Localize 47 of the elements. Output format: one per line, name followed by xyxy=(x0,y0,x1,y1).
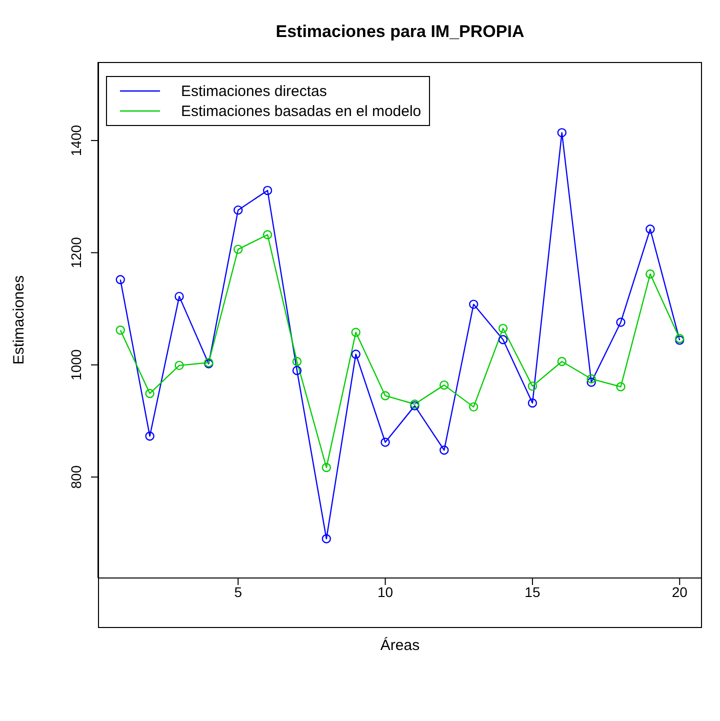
point xyxy=(116,325,125,335)
x-tick-label: 20 xyxy=(672,584,688,600)
point xyxy=(351,328,360,337)
point xyxy=(234,244,243,254)
point xyxy=(528,382,538,391)
x-tick-label: 10 xyxy=(377,584,394,600)
point xyxy=(380,438,390,447)
y-tick-label: 800 xyxy=(68,465,84,489)
point xyxy=(646,269,655,279)
point xyxy=(322,462,332,472)
y-tick-label: 1400 xyxy=(68,124,84,156)
point xyxy=(646,224,655,234)
point xyxy=(468,402,478,412)
legend-label: Estimaciones basadas en el modelo xyxy=(181,102,422,120)
point xyxy=(586,374,596,384)
point xyxy=(262,186,272,196)
point xyxy=(234,205,243,215)
point xyxy=(322,534,332,544)
y-axis-title: Estimaciones xyxy=(10,275,28,365)
point xyxy=(145,432,154,441)
point xyxy=(586,378,596,387)
point xyxy=(498,324,508,334)
point xyxy=(468,300,478,309)
y-tick-label: 1200 xyxy=(68,236,84,268)
point xyxy=(292,356,302,366)
point xyxy=(557,128,566,138)
y-tick-label: 1000 xyxy=(68,349,84,380)
point xyxy=(616,382,626,392)
point xyxy=(174,360,184,370)
point xyxy=(351,350,360,359)
point xyxy=(616,318,626,327)
point xyxy=(116,275,125,284)
point xyxy=(528,398,538,408)
point xyxy=(174,292,184,302)
legend-label: Estimaciones directas xyxy=(181,82,327,100)
point xyxy=(557,356,566,366)
chart-title: Estimaciones para IM_PROPIA xyxy=(274,22,526,42)
point xyxy=(145,388,154,398)
point xyxy=(498,335,508,344)
x-tick-label: 5 xyxy=(234,584,242,600)
point xyxy=(380,391,390,400)
point xyxy=(440,380,449,390)
x-tick-label: 15 xyxy=(524,584,540,600)
x-axis-title: Áreas xyxy=(380,636,420,654)
point xyxy=(440,446,449,455)
point xyxy=(292,366,302,376)
point xyxy=(262,230,272,240)
